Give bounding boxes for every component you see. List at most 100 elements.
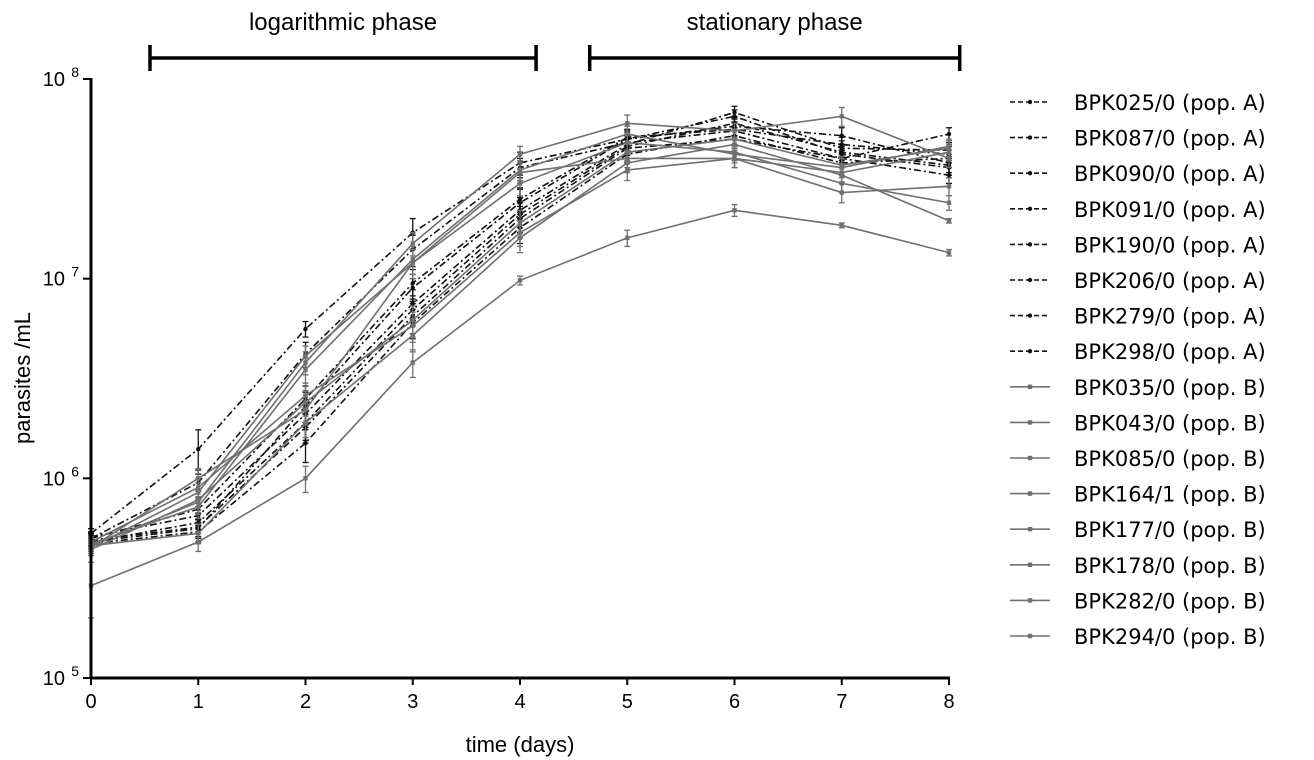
legend-label: BPK279/0 (pop. A) — [1074, 305, 1266, 329]
data-point — [625, 121, 630, 126]
x-tick-label: 7 — [836, 691, 847, 713]
legend-label: BPK294/0 (pop. B) — [1074, 625, 1266, 649]
data-point — [410, 360, 415, 365]
phase-annotations: logarithmic phase stationary phase — [148, 9, 962, 71]
data-point — [839, 190, 844, 195]
x-axis-label: time (days) — [466, 732, 575, 757]
legend-marker — [1027, 135, 1033, 140]
data-point — [946, 184, 952, 189]
series-line — [90, 125, 950, 543]
data-point — [303, 440, 308, 446]
data-point — [946, 149, 952, 155]
legend-label: BPK177/0 (pop. B) — [1074, 518, 1266, 542]
series-line — [90, 111, 950, 538]
legend-marker — [1027, 491, 1033, 496]
data-point — [517, 170, 523, 175]
legend-marker — [1027, 99, 1033, 105]
data-point — [839, 223, 844, 228]
data-point — [517, 220, 523, 226]
data-point — [410, 280, 415, 286]
phase-label: stationary phase — [687, 9, 863, 36]
data-point — [517, 278, 523, 283]
y-tick-label: 10 — [43, 69, 65, 91]
legend-label: BPK043/0 (pop. B) — [1074, 411, 1266, 435]
legend-item: BPK279/0 (pop. A) — [1010, 305, 1266, 329]
legend-marker — [1027, 420, 1033, 425]
y-tick-label: 10 — [43, 468, 65, 490]
legend-item: BPK091/0 (pop. A) — [1010, 198, 1266, 222]
series-lines — [88, 105, 952, 619]
data-point — [732, 110, 737, 115]
y-tick-exponent: 7 — [71, 264, 79, 280]
data-point — [410, 317, 415, 323]
legend: BPK025/0 (pop. A) BPK087/0 (pop. A) BPK090… — [1010, 91, 1266, 649]
x-tick-label: 0 — [85, 691, 96, 713]
legend-label: BPK087/0 (pop. A) — [1074, 127, 1266, 151]
legend-item: BPK164/1 (pop. B) — [1010, 483, 1266, 507]
axes: 0 1 2 3 4 5 6 7 8 10 5 10 6 10 7 10 8 — [43, 64, 955, 713]
data-point — [625, 235, 630, 241]
legend-label: BPK090/0 (pop. A) — [1074, 162, 1266, 186]
data-point — [517, 197, 523, 202]
legend-item: BPK178/0 (pop. B) — [1010, 554, 1266, 578]
legend-label: BPK298/0 (pop. A) — [1074, 340, 1266, 364]
legend-item: BPK087/0 (pop. A) — [1010, 127, 1266, 151]
legend-item: BPK085/0 (pop. B) — [1010, 447, 1266, 471]
x-tick-label: 1 — [193, 691, 204, 713]
x-tick-label: 4 — [514, 691, 525, 713]
legend-item: BPK298/0 (pop. A) — [1010, 340, 1266, 364]
y-tick-label: 10 — [43, 269, 65, 291]
x-tick-label: 2 — [300, 691, 311, 713]
data-point — [625, 156, 630, 161]
data-point — [196, 531, 201, 536]
legend-label: BPK206/0 (pop. A) — [1074, 269, 1266, 293]
series-9 — [88, 203, 952, 619]
data-point — [732, 208, 737, 213]
data-point — [625, 140, 630, 145]
data-point — [303, 407, 308, 413]
data-point — [303, 367, 308, 372]
legend-marker — [1027, 349, 1033, 354]
legend-marker — [1027, 633, 1033, 639]
data-point — [839, 114, 844, 119]
data-point — [732, 136, 737, 142]
legend-item: BPK090/0 (pop. A) — [1010, 162, 1266, 186]
legend-marker — [1027, 206, 1033, 211]
data-point — [946, 200, 952, 205]
legend-marker — [1027, 598, 1033, 603]
data-point — [303, 353, 308, 359]
legend-label: BPK035/0 (pop. B) — [1074, 376, 1266, 400]
legend-item: BPK025/0 (pop. A) — [1010, 91, 1266, 115]
y-axis-label: parasites /mL — [10, 312, 35, 444]
data-point — [196, 446, 201, 452]
legend-marker — [1027, 171, 1033, 176]
series-line — [90, 133, 950, 541]
phase-label: logarithmic phase — [249, 9, 437, 36]
y-tick-exponent: 5 — [71, 663, 79, 679]
data-point — [732, 156, 737, 161]
legend-item: BPK282/0 (pop. B) — [1010, 589, 1266, 613]
legend-label: BPK091/0 (pop. A) — [1074, 198, 1266, 222]
legend-marker — [1027, 562, 1033, 567]
legend-label: BPK190/0 (pop. A) — [1074, 233, 1266, 257]
series-line — [90, 209, 950, 587]
y-tick-exponent: 6 — [71, 463, 79, 479]
x-tick-label: 3 — [407, 691, 418, 713]
legend-item: BPK177/0 (pop. B) — [1010, 518, 1266, 542]
x-tick-label: 8 — [943, 691, 954, 713]
legend-marker — [1027, 384, 1033, 389]
data-point — [839, 170, 844, 175]
data-point — [946, 218, 952, 223]
data-point — [946, 250, 952, 255]
data-point — [303, 326, 308, 332]
x-tick-label: 5 — [622, 691, 633, 713]
series-line — [90, 122, 950, 543]
legend-marker — [1027, 313, 1033, 318]
legend-item: BPK294/0 (pop. B) — [1010, 625, 1266, 649]
data-point — [946, 131, 952, 137]
x-tick-label: 6 — [729, 691, 740, 713]
legend-marker — [1027, 277, 1033, 283]
y-tick-exponent: 8 — [71, 64, 79, 80]
legend-label: BPK025/0 (pop. A) — [1074, 91, 1266, 115]
